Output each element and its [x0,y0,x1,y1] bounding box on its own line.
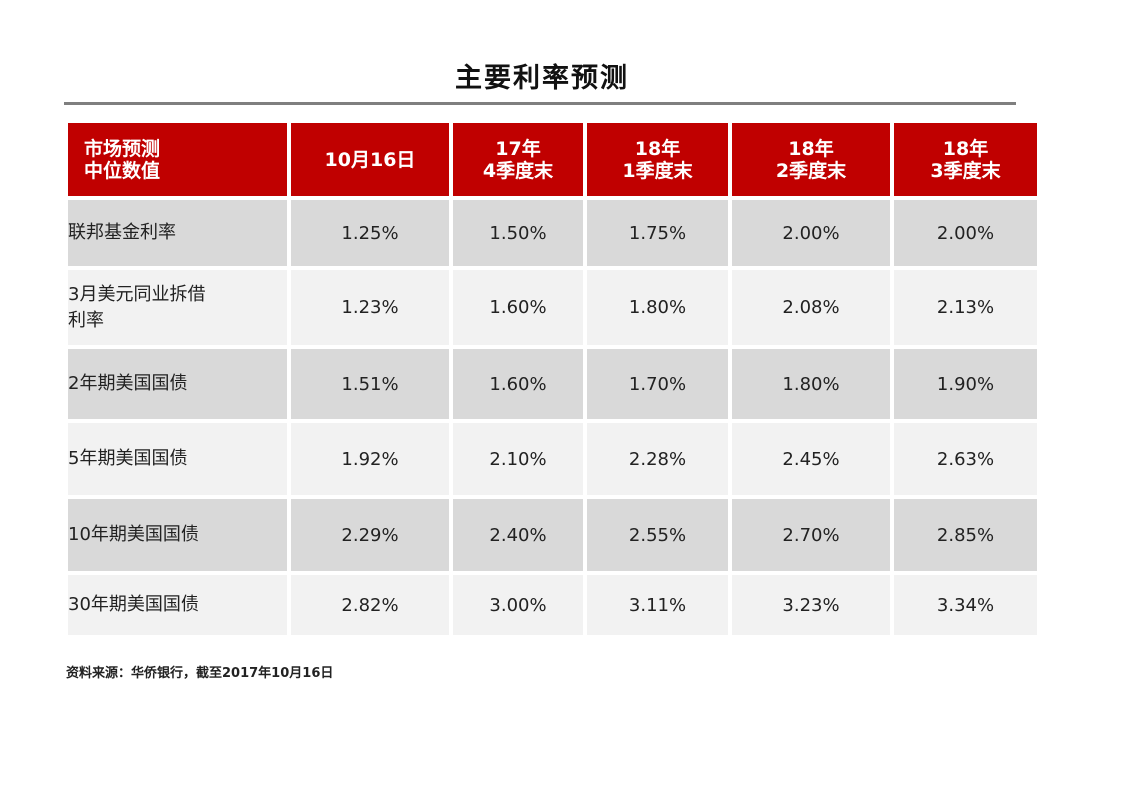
table-cell: 1.70% [587,349,728,419]
table-cell: 2.85% [894,499,1037,571]
row-label-line: 联邦基金利率 [68,222,176,243]
table-cell: 2.10% [453,423,583,495]
table-cell: 3.34% [894,575,1037,635]
table-cell: 2.55% [587,499,728,571]
table-cell: 2.63% [894,423,1037,495]
table-cell: 1.25% [291,200,449,266]
row-label-line: 3月美元同业拆借 [68,283,206,305]
table-cell: 1.75% [587,200,728,266]
column-header-line: 3季度末 [930,159,1001,182]
column-header-line: 10月16日 [324,148,416,171]
table-cell: 1.80% [587,270,728,345]
table-cell: 2.00% [894,200,1037,266]
corner-header-line-2: 中位数值 [84,159,161,182]
table-cell: 3.00% [453,575,583,635]
table-cell: 1.50% [453,200,583,266]
table-row: 5年期美国国债 1.92% 2.10% 2.28% 2.45% 2.63% [68,423,1037,495]
table-title: 主要利率预测 [455,63,629,94]
table-row: 联邦基金利率 1.25% 1.50% 1.75% 2.00% 2.00% [68,200,1037,266]
corner-header: 市场预测 中位数值 [68,123,287,196]
column-header-17q4: 17年 4季度末 [453,123,583,196]
table-cell: 1.60% [453,270,583,345]
column-header-line: 4季度末 [482,159,554,182]
table-cell: 2.82% [291,575,449,635]
row-label: 30年期美国国债 [68,575,287,635]
table-cell: 2.40% [453,499,583,571]
table-cell: 3.11% [587,575,728,635]
source-note: 资料来源：华侨银行，截至2017年10月16日 [66,666,334,681]
table-row: 2年期美国国债 1.51% 1.60% 1.70% 1.80% 1.90% [68,349,1037,419]
header-row: 市场预测 中位数值 10月16日 17年 4季度末 18年 1季度末 18年 2… [68,123,1037,196]
table-cell: 2.29% [291,499,449,571]
row-label: 10年期美国国债 [68,499,287,571]
table-cell: 1.51% [291,349,449,419]
row-label-line: 利率 [68,309,104,331]
table-cell: 1.92% [291,423,449,495]
table-row: 30年期美国国债 2.82% 3.00% 3.11% 3.23% 3.34% [68,575,1037,635]
table-cell: 3.23% [732,575,890,635]
row-label: 5年期美国国债 [68,423,287,495]
table-cell: 2.08% [732,270,890,345]
column-header-18q1: 18年 1季度末 [587,123,728,196]
column-header-line: 18年 [942,137,989,160]
table-cell: 2.70% [732,499,890,571]
row-label: 联邦基金利率 [68,200,287,266]
row-label-line: 2年期美国国债 [68,373,188,394]
table-cell: 1.90% [894,349,1037,419]
column-header-18q3: 18年 3季度末 [894,123,1037,196]
column-header-line: 1季度末 [622,159,693,182]
table-row: 3月美元同业拆借 利率 1.23% 1.60% 1.80% 2.08% 2.13… [68,270,1037,345]
table-cell: 2.28% [587,423,728,495]
column-header-line: 18年 [634,137,681,160]
table-row: 10年期美国国债 2.29% 2.40% 2.55% 2.70% 2.85% [68,499,1037,571]
corner-header-line-1: 市场预测 [84,137,161,160]
forecast-table: 市场预测 中位数值 10月16日 17年 4季度末 18年 1季度末 18年 2… [64,119,1041,639]
row-label-line: 5年期美国国债 [68,448,188,469]
table-cell: 1.80% [732,349,890,419]
table-cell: 2.13% [894,270,1037,345]
column-header-line: 18年 [788,137,834,160]
row-label-line: 30年期美国国债 [68,594,199,615]
column-header-line: 17年 [495,137,541,160]
row-label: 3月美元同业拆借 利率 [68,270,287,345]
table-cell: 1.60% [453,349,583,419]
table-cell: 2.45% [732,423,890,495]
column-header-oct16: 10月16日 [291,123,449,196]
title-underline [64,102,1016,105]
column-header-18q2: 18年 2季度末 [732,123,890,196]
row-label: 2年期美国国债 [68,349,287,419]
row-label-line: 10年期美国国债 [68,524,199,545]
table-cell: 2.00% [732,200,890,266]
table-cell: 1.23% [291,270,449,345]
column-header-line: 2季度末 [775,159,847,182]
